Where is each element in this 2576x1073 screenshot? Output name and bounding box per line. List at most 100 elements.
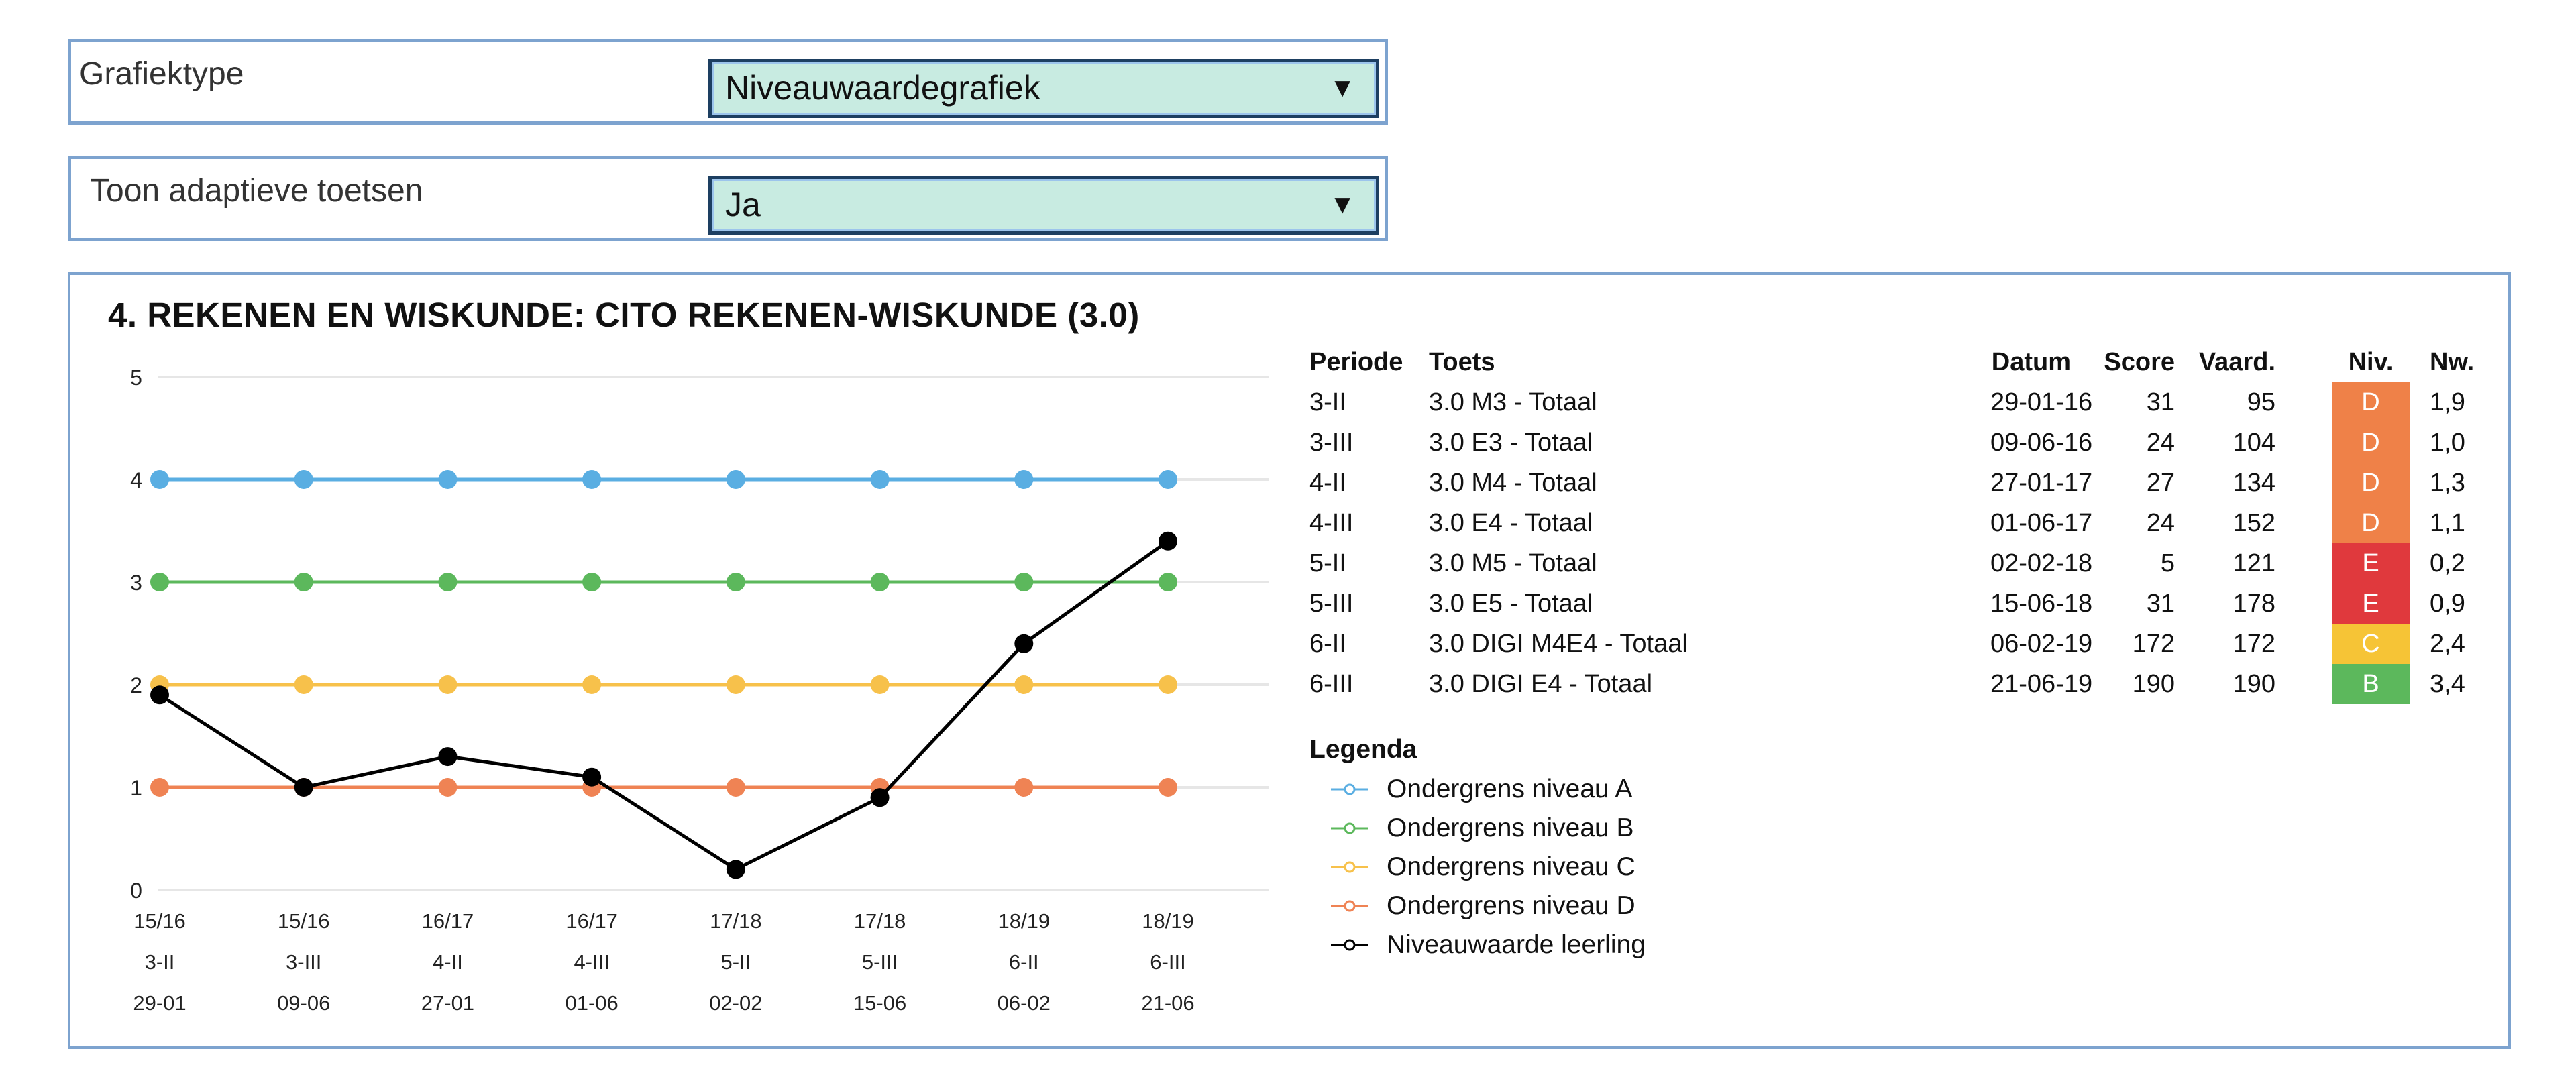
data-point [1159,778,1177,797]
row-score: 27 [2146,469,2175,497]
data-point [438,747,458,767]
row-score: 172 [2132,630,2175,658]
data-point [870,675,890,694]
row-periode: 3-II [1309,388,1346,416]
row-vaard: 190 [2233,670,2275,698]
y-tick-label: 2 [130,673,142,697]
x-tick-label: 15-06 [853,991,906,1015]
x-tick-label: 29-01 [133,991,186,1015]
adaptive-tests-label: Toon adaptieve toetsen [90,173,423,209]
row-vaard: 152 [2233,509,2275,537]
data-point [870,573,890,591]
data-point [1159,531,1177,551]
row-vaard: 104 [2233,429,2275,457]
y-tick-label: 1 [130,776,142,800]
level-badge: E [2332,543,2410,583]
data-point [1014,573,1034,591]
x-tick-label: 06-02 [998,991,1051,1015]
panel-title: 4. REKENEN EN WISKUNDE: CITO REKENEN-WIS… [108,296,1140,334]
row-datum: 02-02-18 [1990,549,2093,577]
row-toets: 3.0 M4 - Totaal [1429,469,1597,497]
legend-label: Ondergrens niveau A [1387,775,1633,803]
row-vaard: 178 [2233,589,2275,618]
data-point [1159,675,1177,694]
legend-item: Ondergrens niveau B [1309,809,1646,848]
results-panel: 4. REKENEN EN WISKUNDE: CITO REKENEN-WIS… [68,272,2511,1049]
row-datum: 27-01-17 [1990,469,2093,497]
x-tick-label: 3-II [145,950,175,974]
dropdown-arrow-icon: ▼ [1329,73,1356,103]
data-point [1014,778,1034,797]
x-tick-label: 18/19 [998,909,1050,933]
data-point [150,573,169,591]
x-tick-label: 4-II [433,950,463,974]
x-tick-label: 18/19 [1142,909,1194,933]
data-point [294,470,313,489]
row-datum: 21-06-19 [1990,670,2093,698]
row-score: 31 [2146,589,2175,618]
row-nw: 3,4 [2430,670,2465,698]
data-point [726,573,745,591]
legend-title: Legenda [1309,735,1417,764]
data-point [294,573,313,591]
col-niv: Niv. [2348,348,2394,376]
legend-label: Ondergrens niveau D [1387,891,1635,920]
level-chart: 0 1 2 3 4 5 15/16 3-II 29-01 15/16 3-III 09-06 16/17… [130,365,1269,1015]
data-point [870,788,890,807]
legend-label: Niveauwaarde leerling [1387,930,1646,959]
row-periode: 5-II [1309,549,1346,577]
x-tick-label: 16/17 [422,909,474,933]
row-vaard: 134 [2233,469,2275,497]
level-badge: C [2332,624,2410,664]
row-toets: 3.0 E5 - Totaal [1429,589,1593,618]
row-nw: 2,4 [2430,630,2465,658]
legend-label: Ondergrens niveau C [1387,852,1635,881]
data-point [1014,634,1034,653]
y-tick-label: 0 [130,879,142,903]
row-datum: 09-06-16 [1990,429,2093,457]
data-point [150,685,169,705]
data-point [1159,573,1177,591]
row-datum: 06-02-19 [1990,630,2093,658]
data-point [582,767,602,787]
data-point [1159,470,1177,489]
graph-type-control: Grafiektype Niveauwaardegrafiek ▼ [68,39,1388,125]
legend-marker-icon [1331,939,1368,951]
data-point [582,675,602,694]
legend-marker-icon [1331,900,1368,912]
data-point [726,860,745,879]
x-tick-label: 15/16 [133,909,186,933]
level-badge: E [2332,583,2410,624]
row-score: 24 [2146,509,2175,537]
row-datum: 29-01-16 [1990,388,2093,416]
col-score: Score [2104,348,2175,376]
row-nw: 1,3 [2430,469,2465,497]
adaptive-tests-value: Ja [725,186,761,223]
data-point [294,675,313,694]
data-point [150,470,169,489]
level-badge: B [2332,664,2410,704]
data-point [726,778,745,797]
row-toets: 3.0 DIGI M4E4 - Totaal [1429,630,1688,658]
data-point [438,470,458,489]
legend-marker-icon [1331,822,1368,834]
adaptive-tests-control: Toon adaptieve toetsen Ja ▼ [68,156,1388,241]
row-toets: 3.0 E4 - Totaal [1429,509,1593,537]
y-tick-label: 3 [130,571,142,595]
level-badge: D [2332,503,2410,543]
row-datum: 01-06-17 [1990,509,2093,537]
col-toets: Toets [1429,348,1495,376]
row-vaard: 95 [2247,388,2275,416]
data-point [150,778,169,797]
graph-type-value: Niveauwaardegrafiek [725,69,1040,107]
data-point [870,470,890,489]
graph-type-select[interactable]: Niveauwaardegrafiek ▼ [708,59,1379,118]
row-toets: 3.0 E3 - Totaal [1429,429,1593,457]
row-periode: 3-III [1309,429,1354,457]
row-datum: 15-06-18 [1990,589,2093,618]
x-tick-label: 4-III [574,950,609,974]
x-tick-label: 15/16 [278,909,330,933]
x-tick-label: 6-II [1009,950,1039,974]
adaptive-tests-select[interactable]: Ja ▼ [708,176,1379,235]
x-tick-label: 5-II [720,950,751,974]
